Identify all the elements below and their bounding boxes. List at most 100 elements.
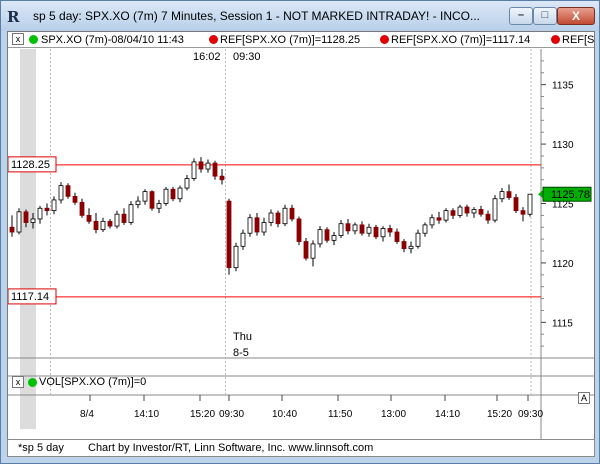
candle-down[interactable] <box>520 210 526 215</box>
candle-up[interactable] <box>233 245 239 269</box>
candle-up[interactable] <box>261 222 267 233</box>
candle-down[interactable] <box>107 220 113 227</box>
candle-up[interactable] <box>156 203 162 209</box>
ref3-label[interactable]: REF[SPX.XO (7m)]=1 <box>562 34 594 46</box>
investor-rt-app-icon[interactable]: R <box>7 8 20 26</box>
candle-up[interactable] <box>100 220 106 231</box>
volume-status-dot <box>28 378 37 387</box>
candle-down[interactable] <box>324 229 330 241</box>
candle-down[interactable] <box>289 207 295 220</box>
ref1-label[interactable]: REF[SPX.XO (7m)]=1128.25 <box>220 34 361 46</box>
candle-up[interactable] <box>114 213 120 227</box>
candle-up[interactable] <box>310 243 316 259</box>
candle-down[interactable] <box>506 191 512 198</box>
maximize-icon: □ <box>541 9 549 21</box>
candle-down[interactable] <box>485 213 491 221</box>
minimize-icon: – <box>517 9 525 21</box>
candle-down[interactable] <box>93 220 99 231</box>
candle-up[interactable] <box>499 191 505 200</box>
candle-up[interactable] <box>163 188 169 204</box>
candle-down[interactable] <box>464 206 470 214</box>
candle-down[interactable] <box>345 223 351 232</box>
candle-down[interactable] <box>436 217 442 221</box>
candle-down[interactable] <box>121 213 127 223</box>
candle-up[interactable] <box>135 200 141 206</box>
candle-up[interactable] <box>471 209 477 214</box>
candle-down[interactable] <box>387 228 393 233</box>
candle-down[interactable] <box>401 241 407 250</box>
candle-up[interactable] <box>457 206 463 216</box>
candle-up[interactable] <box>205 162 211 170</box>
axis-scale-icon[interactable]: A <box>578 392 590 404</box>
volume-label[interactable]: VOL[SPX.XO (7m)]=0 <box>39 376 147 388</box>
candle-up[interactable] <box>282 207 288 225</box>
candle-down[interactable] <box>478 209 484 215</box>
minimize-button[interactable]: – <box>509 7 533 25</box>
candle-down[interactable] <box>44 207 50 212</box>
candle-up[interactable] <box>492 198 498 221</box>
day-label-weekday: Thu <box>233 331 252 343</box>
pane-close-icon[interactable]: x <box>12 33 24 45</box>
x-tick-label: 14:10 <box>134 409 159 420</box>
candle-down[interactable] <box>226 200 232 269</box>
candle-up[interactable] <box>37 207 43 220</box>
candle-down[interactable] <box>86 214 92 222</box>
maximize-button[interactable]: □ <box>533 7 557 25</box>
candle-up[interactable] <box>30 218 36 223</box>
candle-up[interactable] <box>184 178 190 189</box>
candle-down[interactable] <box>219 175 225 181</box>
candle-down[interactable] <box>450 210 456 216</box>
candle-down[interactable] <box>9 226 15 233</box>
candle-down[interactable] <box>170 188 176 200</box>
candle-down[interactable] <box>198 161 204 170</box>
candle-up[interactable] <box>338 223 344 236</box>
candle-down[interactable] <box>72 195 78 203</box>
symbol-label[interactable]: SPX.XO (7m)-08/04/10 11:43 <box>41 34 184 46</box>
candle-up[interactable] <box>240 232 246 247</box>
candle-up[interactable] <box>380 228 386 238</box>
candle-down[interactable] <box>303 241 309 259</box>
candle-up[interactable] <box>191 161 197 179</box>
candle-down[interactable] <box>275 212 281 225</box>
candle-up[interactable] <box>247 217 253 234</box>
candle-up[interactable] <box>268 212 274 223</box>
candle-down[interactable] <box>65 185 71 197</box>
chart-tab[interactable]: *sp 5 day <box>18 442 64 454</box>
candle-down[interactable] <box>296 218 302 242</box>
candle-up[interactable] <box>128 204 134 223</box>
candle-down[interactable] <box>394 231 400 242</box>
candle-up[interactable] <box>527 193 533 215</box>
candle-up[interactable] <box>422 224 428 234</box>
candle-down[interactable] <box>149 191 155 209</box>
candle-up[interactable] <box>366 226 372 234</box>
candle-down[interactable] <box>513 197 519 212</box>
candle-up[interactable] <box>331 235 337 241</box>
title-bar[interactable]: R sp 5 day: SPX.XO (7m) 7 Minutes, Sessi… <box>1 1 599 31</box>
x-tick-label: 09:30 <box>518 409 543 420</box>
candle-down[interactable] <box>254 217 260 233</box>
candle-up[interactable] <box>58 185 64 201</box>
ref2-label[interactable]: REF[SPX.XO (7m)]=1117.14 <box>391 34 531 46</box>
candle-down[interactable] <box>373 226 379 238</box>
candle-up[interactable] <box>142 191 148 202</box>
candle-up[interactable] <box>16 211 22 233</box>
session-time-label: 16:02 <box>193 51 221 63</box>
candle-up[interactable] <box>177 187 183 200</box>
close-icon: X <box>571 9 580 23</box>
candle-down[interactable] <box>23 211 29 223</box>
y-tick-label: 1125 <box>552 200 574 211</box>
candle-down[interactable] <box>359 224 365 234</box>
candle-up[interactable] <box>51 199 57 212</box>
candle-up[interactable] <box>352 224 358 232</box>
last-price-arrow-icon <box>538 190 543 199</box>
candle-up[interactable] <box>415 232 421 247</box>
volume-close-icon[interactable]: x <box>12 376 24 388</box>
close-button[interactable]: X <box>557 7 595 25</box>
candle-up[interactable] <box>317 229 323 245</box>
candle-up[interactable] <box>408 245 414 250</box>
candle-up[interactable] <box>429 217 435 226</box>
candle-up[interactable] <box>443 210 449 221</box>
candle-down[interactable] <box>212 162 218 177</box>
candle-down[interactable] <box>79 201 85 216</box>
